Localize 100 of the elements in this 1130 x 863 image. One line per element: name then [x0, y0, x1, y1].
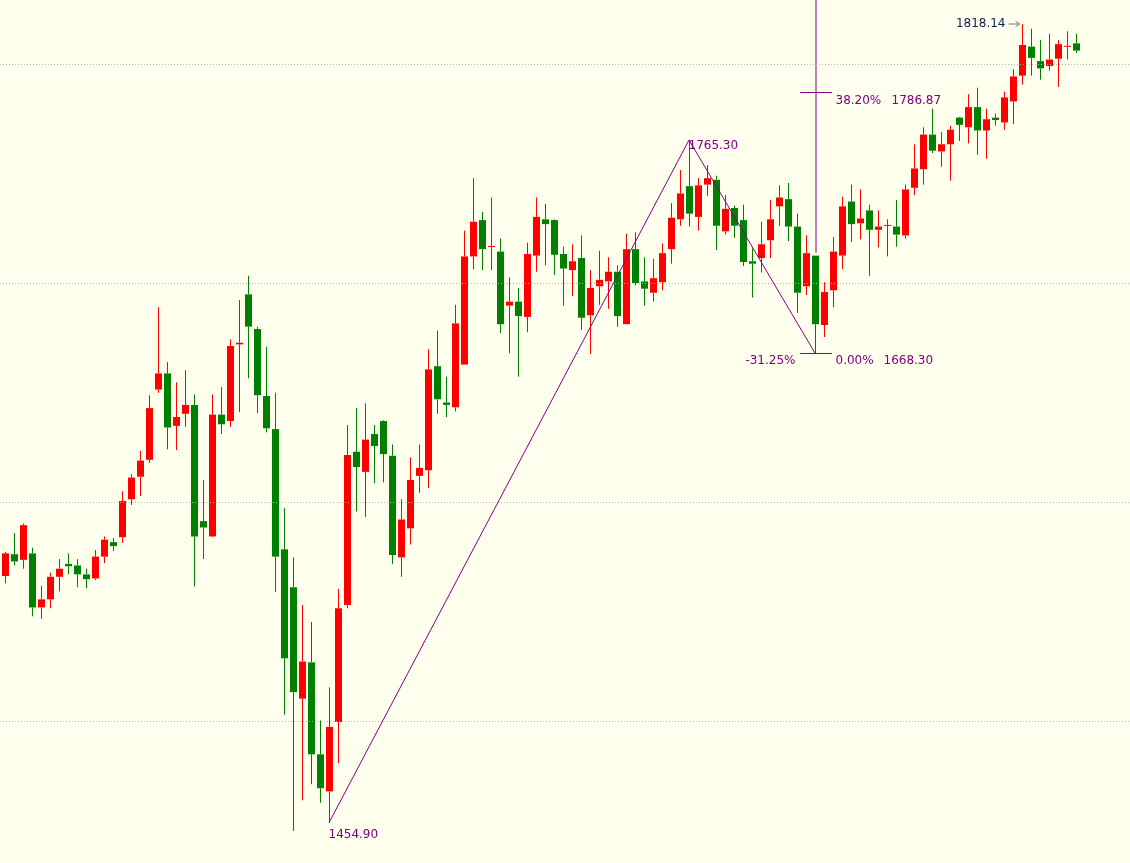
candlestick: [1064, 30, 1071, 61]
candlestick: [641, 256, 648, 307]
annotation: 1818.14: [955, 16, 1006, 31]
candlestick: [785, 182, 792, 242]
candlestick: [929, 108, 936, 154]
candlestick: [920, 126, 927, 186]
candlestick: [875, 209, 882, 249]
candlestick: [884, 218, 891, 257]
candlestick: [713, 175, 720, 251]
candlestick: [47, 572, 54, 609]
candlestick: [632, 231, 639, 286]
candlestick: [794, 213, 801, 314]
candlestick: [389, 443, 396, 565]
candlestick: [506, 276, 513, 354]
annotation: 1668.30: [883, 353, 934, 368]
candlestick: [398, 498, 405, 578]
candlestick: [821, 281, 828, 338]
candlestick: [155, 306, 162, 394]
candlestick: [209, 393, 216, 537]
candlestick: [911, 143, 918, 196]
candlestick: [983, 108, 990, 160]
annotation: 1765.30: [688, 138, 739, 153]
candlestick: [38, 585, 45, 620]
candlestick: [677, 169, 684, 227]
candlestick: [362, 402, 369, 518]
candlestick: [776, 184, 783, 227]
candlestick: [623, 233, 630, 325]
candlestick: [317, 719, 324, 804]
candlestick: [938, 131, 945, 168]
candlestick: [542, 203, 549, 266]
candlestick: [1037, 39, 1044, 81]
candlestick: [272, 392, 279, 593]
candlestick: [371, 424, 378, 484]
annotation: 1786.87: [891, 92, 942, 107]
candlestick: [1001, 91, 1008, 131]
candlestick: [290, 556, 297, 832]
candlestick: [830, 236, 837, 308]
candlestick: [461, 230, 468, 365]
candlestick: [137, 450, 144, 497]
candlestick: [407, 456, 414, 546]
candlestick: [425, 348, 432, 489]
candlestick: [443, 376, 450, 418]
candlestick: [119, 490, 126, 544]
candlestick: [803, 234, 810, 296]
candlestick: [281, 507, 288, 716]
candlestick: [101, 535, 108, 564]
candlestick: [182, 369, 189, 428]
candlestick: [380, 421, 387, 483]
candlestick: [263, 346, 270, 433]
candlestick: [344, 424, 351, 609]
candlestick: [29, 547, 36, 617]
candlestick: [857, 188, 864, 240]
candlestick: [470, 177, 477, 270]
candlestick: [749, 247, 756, 299]
candlestick: [308, 621, 315, 785]
candlestick: [551, 220, 558, 276]
candlestick: [479, 211, 486, 271]
candlestick: [569, 243, 576, 297]
candlestick: [605, 256, 612, 310]
candlestick: [767, 199, 774, 259]
candlestick: [893, 199, 900, 248]
candlestick: [299, 604, 306, 801]
candlestick: [191, 393, 198, 587]
candlestick: [20, 523, 27, 570]
candlestick: [74, 558, 81, 588]
candlestick: [614, 264, 621, 328]
candlestick: [200, 479, 207, 560]
annotation: 0.00%: [835, 353, 874, 368]
candlestick: [812, 255, 819, 354]
candlestick: [110, 537, 117, 552]
candlestick: [659, 243, 666, 291]
candlestick: [515, 287, 522, 378]
candlestick: [146, 394, 153, 464]
candlestick: [164, 361, 171, 450]
candlestick: [650, 258, 657, 303]
candlestick: [353, 407, 360, 512]
candlestick: [668, 202, 675, 265]
candlestick: [578, 234, 585, 331]
candlestick: [83, 568, 90, 589]
candlestick: [1010, 68, 1017, 125]
candlestick: [965, 93, 972, 144]
candlestick: [560, 246, 567, 307]
annotation: 1454.90: [328, 827, 379, 842]
candlestick: [758, 221, 765, 274]
candlestick: [704, 164, 711, 197]
candlestick: [533, 197, 540, 273]
candlestick: [416, 443, 423, 494]
candlestick: [434, 330, 441, 415]
candlestick: [524, 242, 531, 333]
candlestick: [245, 275, 252, 379]
candlestick: [1028, 28, 1035, 77]
candlestick: [335, 588, 342, 764]
candlestick: [254, 326, 261, 414]
candlestick: [173, 381, 180, 451]
annotation: 38.20%: [835, 92, 882, 107]
candlestick: [1055, 39, 1062, 88]
candlestick: [227, 339, 234, 428]
candlestick: [956, 117, 963, 142]
candlestick: [11, 532, 18, 566]
candlestick: [56, 558, 63, 592]
